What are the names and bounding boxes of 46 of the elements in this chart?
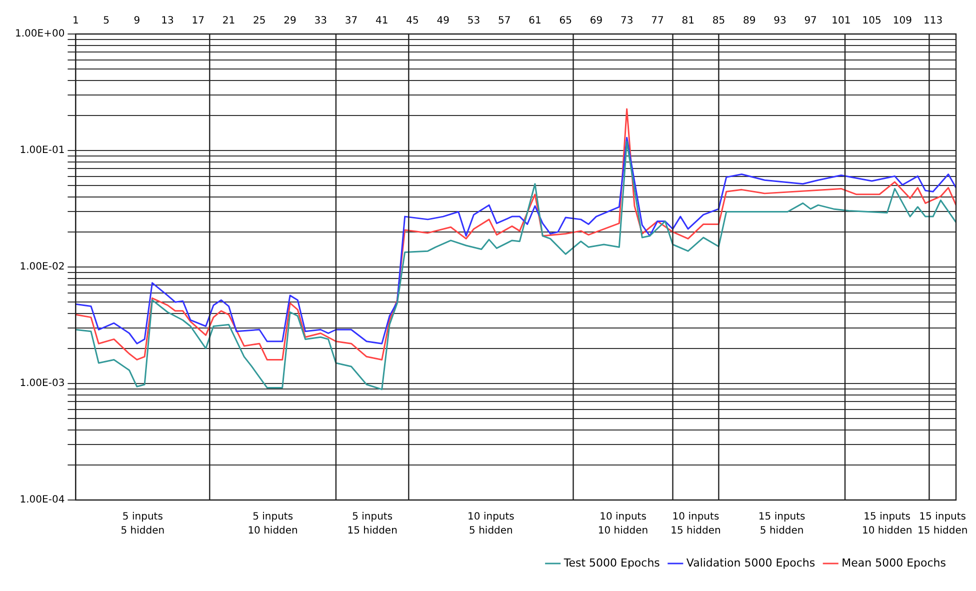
- x-tick-label: 93: [774, 16, 786, 27]
- x-tick-label: 101: [832, 16, 851, 27]
- x-tick-label: 109: [892, 16, 912, 27]
- x-tick-label: 81: [682, 16, 694, 27]
- x-tick-label: 57: [498, 16, 511, 27]
- x-tick-label: 73: [620, 16, 634, 27]
- x-tick-label: 17: [192, 16, 205, 27]
- x-tick-label: 69: [590, 16, 603, 27]
- text: 5 inputs 5 hidden: [120, 512, 165, 537]
- y-tick-label: 1.00E-02: [20, 262, 65, 273]
- text: 15 inputs 15 hidden: [917, 512, 968, 537]
- x-tick-label: 9: [134, 16, 140, 27]
- text: 10 inputs 15 hidden: [670, 512, 721, 537]
- y-tick-label: 1.00E-01: [20, 145, 65, 156]
- x-tick-label: 37: [344, 16, 358, 27]
- x-tick-label: 97: [804, 16, 817, 27]
- x-tick-label: 1: [72, 16, 79, 27]
- x-tick-label: 45: [406, 16, 419, 27]
- legend-label: Mean 5000 Epochs: [842, 556, 946, 570]
- legend-label: Test 5000 Epochs: [562, 556, 660, 570]
- x-tick-label: 13: [161, 16, 174, 27]
- legend-label: Validation 5000 Epochs: [686, 556, 816, 570]
- x-tick-label: 33: [314, 16, 328, 27]
- x-tick-label: 21: [222, 16, 236, 27]
- text: 10 inputs 10 hidden: [598, 512, 648, 537]
- x-tick-label: 53: [467, 16, 480, 27]
- text: 10 inputs 5 hidden: [468, 512, 514, 537]
- x-tick-label: 61: [528, 16, 542, 27]
- x-tick-label: 29: [284, 16, 296, 27]
- x-tick-label: 41: [376, 16, 388, 27]
- text: 5 inputs 15 hidden: [347, 512, 398, 537]
- y-tick-label: 1.00E+00: [15, 28, 65, 40]
- text: 5 inputs 10 hidden: [248, 512, 298, 537]
- y-tick-label: 1.00E-04: [20, 494, 65, 506]
- x-tick-label: 85: [712, 16, 726, 27]
- text: 15 inputs 5 hidden: [758, 512, 806, 537]
- x-tick-label: 65: [559, 16, 572, 27]
- x-tick-label: 113: [923, 16, 943, 27]
- x-tick-label: 5: [103, 16, 110, 27]
- x-tick-label: 89: [742, 16, 756, 27]
- x-tick-label: 77: [651, 16, 664, 27]
- text: 15 inputs 10 hidden: [862, 512, 912, 537]
- y-tick-label: 1.00E-03: [20, 378, 65, 390]
- x-tick-label: 105: [862, 16, 882, 27]
- x-tick-label: 25: [253, 16, 266, 27]
- x-tick-label: 49: [436, 16, 450, 27]
